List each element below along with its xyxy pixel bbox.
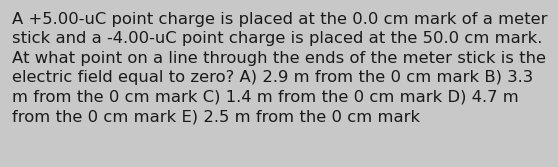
Text: A +5.00-uC point charge is placed at the 0.0 cm mark of a meter
stick and a -4.0: A +5.00-uC point charge is placed at the… <box>12 12 548 124</box>
